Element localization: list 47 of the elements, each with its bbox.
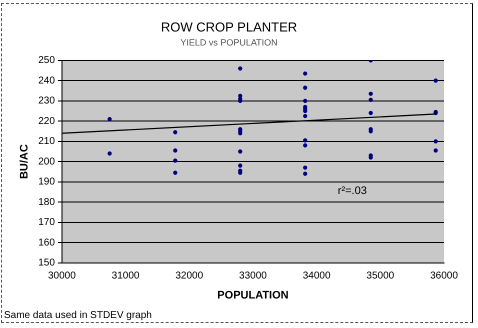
y-tick-label: 150 [38, 258, 56, 269]
point [368, 98, 373, 102]
point [238, 164, 242, 168]
point [434, 78, 438, 83]
point [303, 143, 308, 148]
text: Same data used in STDEV graph [4, 310, 152, 321]
y-tick-label: 230 [38, 96, 56, 107]
y-tick-label: 250 [38, 55, 56, 66]
x-tick-label: 31000 [112, 270, 140, 282]
point [108, 151, 112, 156]
y-tick-label: 160 [38, 237, 56, 248]
y-tick-label: 240 [38, 75, 56, 86]
y-axis-title: BU/AC [18, 144, 31, 180]
y-tick-label: 210 [38, 136, 56, 148]
point [303, 172, 308, 176]
y-tick-label: 170 [38, 217, 56, 228]
point [368, 110, 373, 116]
point [173, 148, 178, 153]
point [108, 116, 112, 122]
point [434, 139, 438, 144]
chart-title: ROW CROP PLANTER [160, 19, 298, 34]
x-tick-label: 35000 [366, 270, 395, 282]
point [303, 138, 308, 142]
point [434, 148, 438, 153]
point [303, 114, 308, 118]
point [173, 158, 178, 163]
point [238, 149, 242, 154]
point [368, 92, 373, 96]
x-tick-label: 34000 [302, 270, 331, 282]
point [303, 166, 308, 170]
point [303, 71, 308, 76]
x-tick-label: 33000 [239, 270, 268, 282]
x-axis-title: POPULATION [217, 289, 289, 302]
x-tick-label: 36000 [430, 270, 458, 282]
y-tick-label: 220 [38, 116, 56, 127]
x-tick-label: 30000 [48, 270, 76, 282]
y-tick-label: 200 [38, 156, 56, 168]
x-tick-label: 32000 [175, 270, 204, 282]
point [238, 66, 242, 71]
y-tick-label: 180 [38, 196, 56, 208]
chart-subtitle: YIELD vs POPULATION [180, 37, 278, 48]
annotation: r²=.03 [338, 184, 367, 197]
y-tick-label: 190 [38, 176, 56, 188]
point [303, 86, 308, 90]
point [303, 98, 308, 103]
point [173, 170, 178, 175]
point [173, 130, 178, 134]
